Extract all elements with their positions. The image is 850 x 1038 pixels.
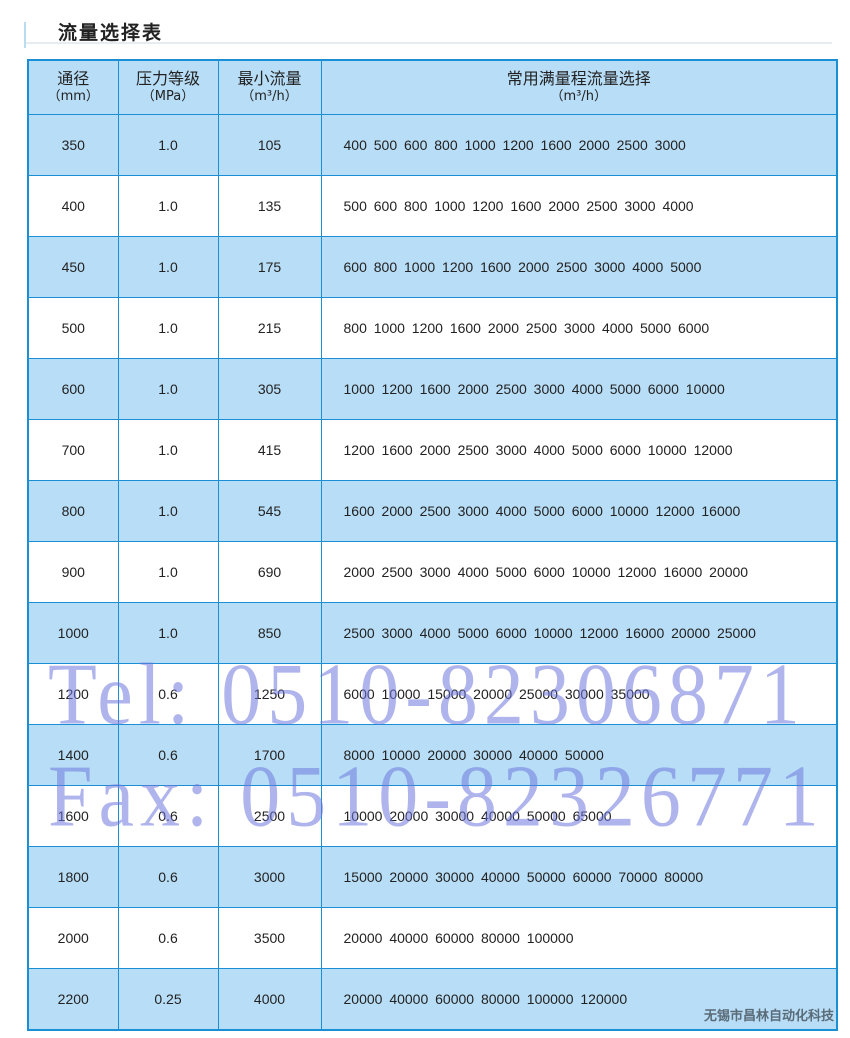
table-row: 450 1.0 175 600 800 1000 1200 1600 2000 250…	[27, 236, 838, 298]
table-row: 800 1.0 545 1600 2000 2500 3000 4000 5000 6…	[27, 480, 838, 542]
flow-selection-table: 通径 （mm） 压力等级 （MPa） 最小流量 （m³/h） 常用满量程流量选择 （m³…	[27, 59, 838, 1031]
page-title: 流量选择表	[58, 22, 164, 44]
table-row: 350 1.0 105 400 500 600 800 1000 1200 1600 …	[27, 114, 838, 176]
table-row: 2000 0.6 3500 20000 40000 60000 80000 10000…	[27, 907, 838, 969]
cell-pressure: 1.0	[117, 297, 219, 359]
cell-pressure: 0.6	[117, 785, 219, 847]
cell-pressure: 1.0	[117, 114, 219, 176]
cell-min-flow: 3500	[217, 907, 322, 969]
cell-diameter: 350	[27, 114, 119, 176]
cell-min-flow: 415	[217, 419, 322, 481]
cell-flow-range: 10000 20000 30000 40000 50000 65000	[320, 785, 838, 847]
cell-diameter: 700	[27, 419, 119, 481]
cell-diameter: 2200	[27, 968, 119, 1031]
cell-pressure: 0.6	[117, 724, 219, 786]
table-row: 500 1.0 215 800 1000 1200 1600 2000 2500 30…	[27, 297, 838, 359]
table-row: 1000 1.0 850 2500 3000 4000 5000 6000 10000…	[27, 602, 838, 664]
header-flow-range: 常用满量程流量选择 （m³/h）	[320, 59, 838, 115]
cell-flow-range: 2000 2500 3000 4000 5000 6000 10000 1200…	[320, 541, 838, 603]
cell-pressure: 1.0	[117, 602, 219, 664]
company-name: 无锡市昌林自动化科技	[703, 1009, 834, 1024]
cell-diameter: 1400	[27, 724, 119, 786]
cell-pressure: 0.25	[117, 968, 219, 1031]
cell-flow-range: 2500 3000 4000 5000 6000 10000 12000 160…	[320, 602, 838, 664]
cell-flow-range: 600 800 1000 1200 1600 2000 2500 3000 40…	[320, 236, 838, 298]
cell-min-flow: 1700	[217, 724, 322, 786]
table-row: 400 1.0 135 500 600 800 1000 1200 1600 2000…	[27, 175, 838, 237]
table-row: 900 1.0 690 2000 2500 3000 4000 5000 6000 1…	[27, 541, 838, 603]
cell-flow-range: 8000 10000 20000 30000 40000 50000	[320, 724, 838, 786]
cell-diameter: 450	[27, 236, 119, 298]
cell-min-flow: 4000	[217, 968, 322, 1031]
cell-min-flow: 175	[217, 236, 322, 298]
cell-diameter: 500	[27, 297, 119, 359]
cell-pressure: 1.0	[117, 175, 219, 237]
cell-min-flow: 105	[217, 114, 322, 176]
cell-flow-range: 1000 1200 1600 2000 2500 3000 4000 5000 …	[320, 358, 838, 420]
cell-pressure: 1.0	[117, 358, 219, 420]
header-diameter: 通径 （mm）	[27, 59, 119, 115]
cell-pressure: 0.6	[117, 846, 219, 908]
cell-pressure: 1.0	[117, 419, 219, 481]
table-header-row: 通径 （mm） 压力等级 （MPa） 最小流量 （m³/h） 常用满量程流量选择 （m³…	[27, 59, 838, 115]
cell-pressure: 0.6	[117, 907, 219, 969]
cell-diameter: 1800	[27, 846, 119, 908]
cell-pressure: 0.6	[117, 663, 219, 725]
cell-diameter: 1600	[27, 785, 119, 847]
table-row: 1400 0.6 1700 8000 10000 20000 30000 40000 …	[27, 724, 838, 786]
cell-min-flow: 850	[217, 602, 322, 664]
title-accent-bar	[24, 22, 26, 48]
cell-min-flow: 2500	[217, 785, 322, 847]
cell-flow-range: 1600 2000 2500 3000 4000 5000 6000 10000…	[320, 480, 838, 542]
cell-diameter: 2000	[27, 907, 119, 969]
table-row: 1600 0.6 2500 10000 20000 30000 40000 50000…	[27, 785, 838, 847]
cell-min-flow: 135	[217, 175, 322, 237]
cell-flow-range: 15000 20000 30000 40000 50000 60000 7000…	[320, 846, 838, 908]
cell-min-flow: 1250	[217, 663, 322, 725]
cell-flow-range: 6000 10000 15000 20000 25000 30000 35000	[320, 663, 838, 725]
table-row: 1200 0.6 1250 6000 10000 15000 20000 25000 …	[27, 663, 838, 725]
cell-diameter: 1200	[27, 663, 119, 725]
cell-flow-range: 1200 1600 2000 2500 3000 4000 5000 6000 …	[320, 419, 838, 481]
cell-pressure: 1.0	[117, 480, 219, 542]
cell-min-flow: 690	[217, 541, 322, 603]
table-row: 1800 0.6 3000 15000 20000 30000 40000 50000…	[27, 846, 838, 908]
table-row: 600 1.0 305 1000 1200 1600 2000 2500 3000 4…	[27, 358, 838, 420]
cell-min-flow: 305	[217, 358, 322, 420]
cell-diameter: 400	[27, 175, 119, 237]
cell-flow-range: 20000 40000 60000 80000 100000	[320, 907, 838, 969]
cell-diameter: 800	[27, 480, 119, 542]
table-row: 700 1.0 415 1200 1600 2000 2500 3000 4000 5…	[27, 419, 838, 481]
section-header: 流量选择表	[24, 14, 832, 48]
table-row: 2200 0.25 4000 20000 40000 60000 80000 1000…	[27, 968, 838, 1031]
cell-min-flow: 545	[217, 480, 322, 542]
cell-flow-range: 800 1000 1200 1600 2000 2500 3000 4000 5…	[320, 297, 838, 359]
header-pressure: 压力等级 （MPa）	[117, 59, 219, 115]
cell-min-flow: 3000	[217, 846, 322, 908]
cell-min-flow: 215	[217, 297, 322, 359]
cell-flow-range: 400 500 600 800 1000 1200 1600 2000 2500…	[320, 114, 838, 176]
cell-diameter: 1000	[27, 602, 119, 664]
cell-diameter: 600	[27, 358, 119, 420]
cell-flow-range: 500 600 800 1000 1200 1600 2000 2500 300…	[320, 175, 838, 237]
cell-diameter: 900	[27, 541, 119, 603]
cell-pressure: 1.0	[117, 236, 219, 298]
cell-pressure: 1.0	[117, 541, 219, 603]
header-min-flow: 最小流量 （m³/h）	[217, 59, 322, 115]
cell-flow-range: 20000 40000 60000 80000 100000 120000	[320, 968, 838, 1031]
